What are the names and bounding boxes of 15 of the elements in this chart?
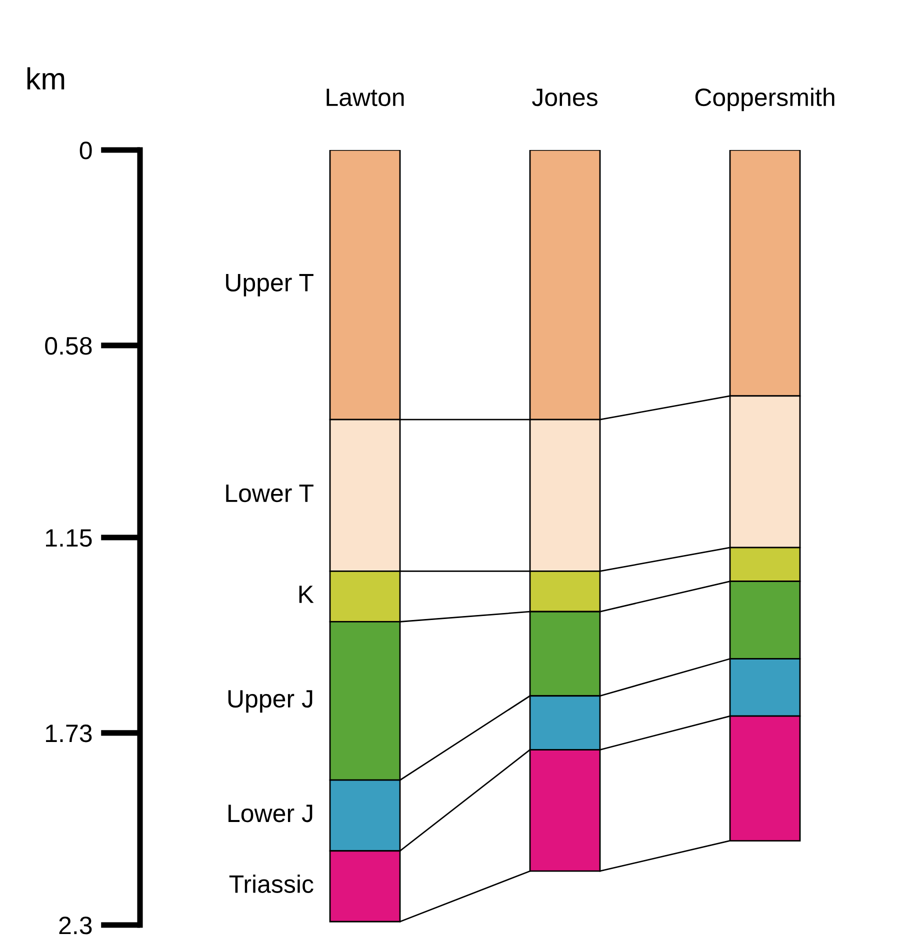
series-label: Lower J <box>228 804 312 822</box>
y-tick-label: 2.3 <box>59 916 92 934</box>
series-label: K <box>299 586 314 603</box>
series-label: Upper T <box>226 274 314 296</box>
x-tick-label: Jones <box>532 88 598 106</box>
x-tick-label: Lawton <box>326 88 404 106</box>
y-tick-label: 0 <box>80 142 92 160</box>
series-label: Lower T <box>226 484 314 502</box>
y-tick-label: 1.73 <box>46 724 92 742</box>
y-axis-title: km <box>27 67 64 90</box>
y-tick-label: 1.15 <box>46 529 92 547</box>
series-label: Triassic <box>229 874 314 893</box>
x-tick-label: Coppersmith <box>695 88 834 112</box>
series-label: Upper J <box>228 690 312 713</box>
y-tick-label: 0.58 <box>45 337 92 355</box>
